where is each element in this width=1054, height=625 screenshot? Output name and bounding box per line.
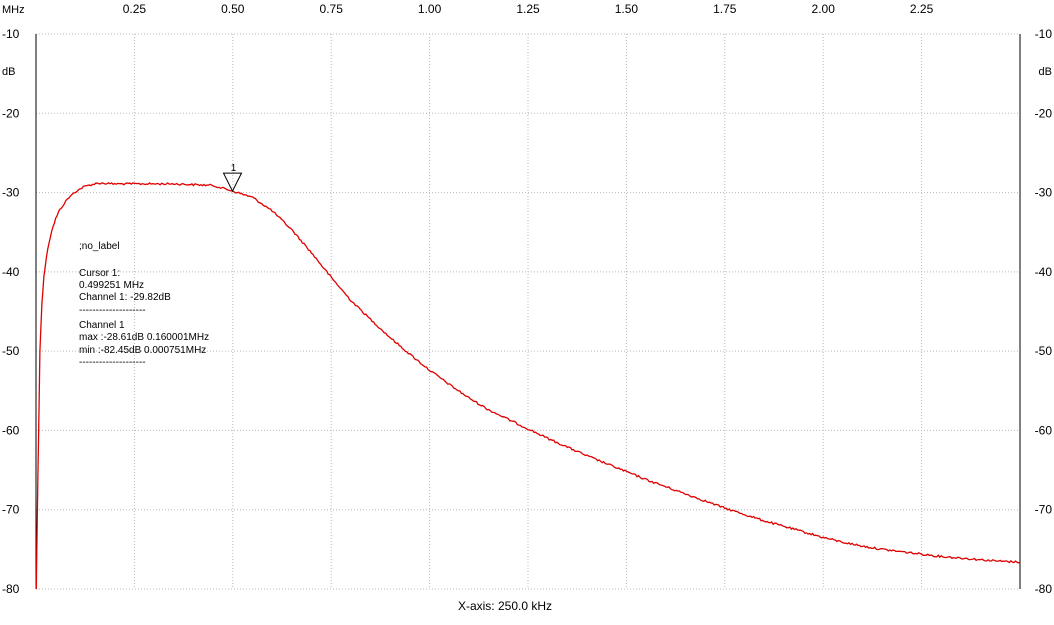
- x-tick-label: 1.25: [516, 2, 540, 16]
- info-separator: --------------------: [79, 305, 146, 316]
- y-tick-label-right: -40: [1035, 265, 1053, 279]
- y-tick-label-right: -30: [1035, 186, 1053, 200]
- y-tick-label-right: -10: [1035, 27, 1053, 41]
- x-tick-label: 1.00: [418, 2, 442, 16]
- y-unit-label-left: dB: [2, 66, 15, 78]
- info-min-line: min :-82.45dB 0.000751MHz: [79, 345, 206, 356]
- info-cursor-value: Channel 1: -29.82dB: [79, 292, 171, 303]
- y-tick-label-right: -50: [1035, 344, 1053, 358]
- cursor-1[interactable]: 1: [222, 163, 243, 193]
- x-tick-label: 0.75: [320, 2, 344, 16]
- x-tick-label: 1.75: [713, 2, 737, 16]
- y-tick-label-right: -70: [1035, 503, 1053, 517]
- y-tick-labels-right: -10 -20 -30 -40 -50 -60 -70 -80: [1035, 27, 1053, 596]
- y-tick-label-right: -60: [1035, 423, 1053, 437]
- x-tick-label: 0.25: [123, 2, 147, 16]
- x-tick-label: 2.00: [812, 2, 836, 16]
- y-unit-label-right: dB: [1039, 66, 1052, 78]
- x-tick-labels: 0.25 0.50 0.75 1.00 1.25 1.50 1.75 2.00 2.25: [123, 2, 934, 16]
- info-panel: ;no_label Cursor 1: 0.499251 MHz Channel…: [79, 241, 209, 368]
- y-tick-label-right: -80: [1035, 582, 1053, 596]
- series-line: [35, 182, 1021, 590]
- x-tick-label: 0.50: [221, 2, 245, 16]
- y-tick-label-right: -20: [1035, 106, 1053, 120]
- y-tick-label-left: -50: [2, 344, 20, 358]
- y-tick-labels-left: -10 -20 -30 -40 -50 -60 -70 -80: [2, 27, 20, 596]
- grid: [36, 33, 1020, 590]
- x-axis-caption: X-axis: 250.0 kHz: [458, 599, 552, 613]
- y-tick-label-left: -70: [2, 503, 20, 517]
- cursor-marker-icon[interactable]: [222, 172, 243, 193]
- y-tick-label-left: -20: [2, 106, 20, 120]
- y-tick-label-left: -10: [2, 27, 20, 41]
- y-tick-label-left: -40: [2, 265, 20, 279]
- info-separator: --------------------: [79, 357, 146, 368]
- info-channel-heading: Channel 1: [79, 320, 125, 331]
- series-layer: [35, 182, 1021, 590]
- info-max-line: max :-28.61dB 0.160001MHz: [79, 332, 209, 343]
- info-cursor-freq: 0.499251 MHz: [79, 280, 144, 291]
- cursor-label: 1: [231, 163, 237, 174]
- y-tick-label-left: -80: [2, 582, 20, 596]
- info-title: ;no_label: [79, 241, 120, 252]
- y-tick-label-left: -30: [2, 186, 20, 200]
- x-unit-label: MHz: [2, 4, 25, 16]
- y-tick-label-left: -60: [2, 423, 20, 437]
- x-tick-label: 1.50: [615, 2, 639, 16]
- x-tick-label: 2.25: [910, 2, 934, 16]
- info-cursor-heading: Cursor 1:: [79, 268, 120, 279]
